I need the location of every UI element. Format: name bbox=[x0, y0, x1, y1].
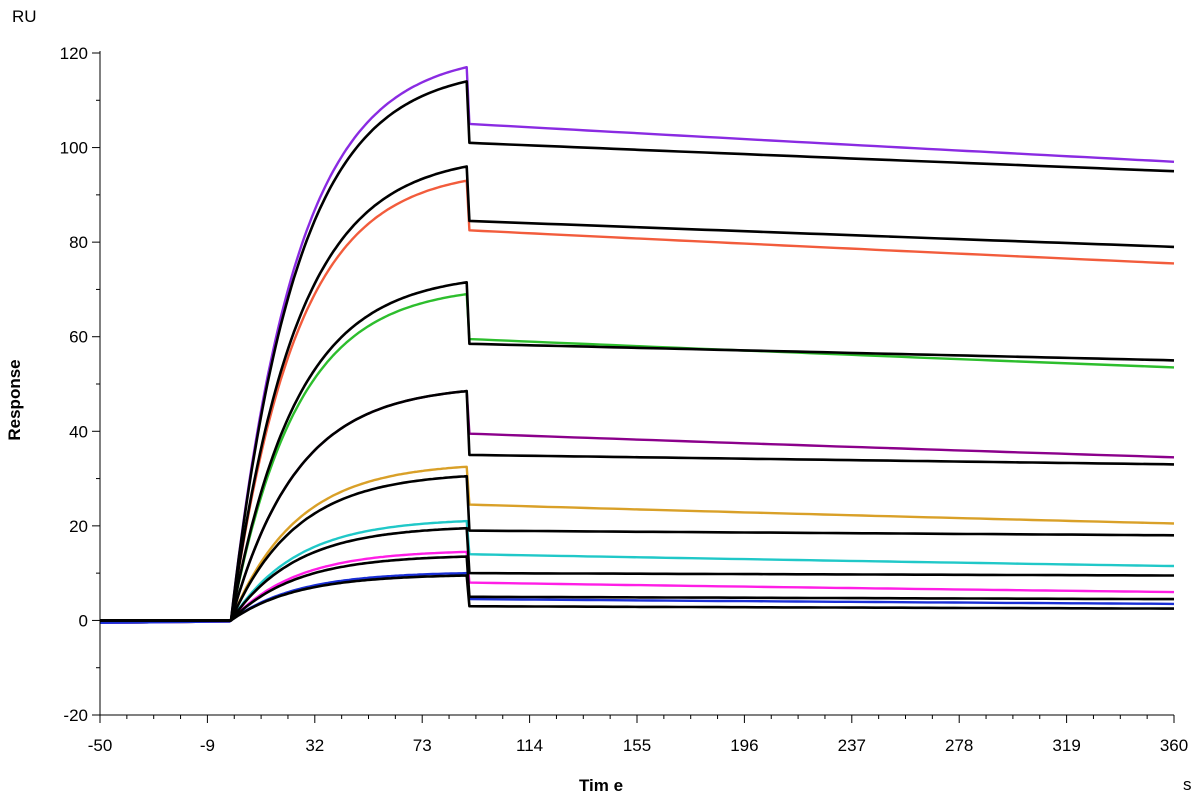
x-tick-label: 237 bbox=[838, 736, 866, 755]
y-unit-label: RU bbox=[12, 7, 37, 26]
y-tick-label: 80 bbox=[69, 233, 88, 252]
measured-curve bbox=[99, 66, 1175, 624]
x-tick-label: -9 bbox=[200, 736, 215, 755]
fit-curve bbox=[100, 526, 1174, 622]
x-tick-label: 360 bbox=[1160, 736, 1188, 755]
x-tick-label: 73 bbox=[413, 736, 432, 755]
measured-curve bbox=[99, 389, 1175, 624]
fit-curve bbox=[100, 281, 1175, 622]
y-tick-label: 100 bbox=[60, 139, 88, 158]
x-tick-label: -50 bbox=[88, 736, 113, 755]
measured-curve bbox=[99, 293, 1175, 624]
y-tick-label: 120 bbox=[60, 44, 88, 63]
fit-curve bbox=[100, 165, 1175, 622]
y-axis-title: Response bbox=[5, 359, 24, 440]
measured-curve bbox=[99, 519, 1175, 624]
x-tick-label: 278 bbox=[945, 736, 973, 755]
measured-curve bbox=[99, 179, 1175, 624]
fit-curve bbox=[100, 389, 1175, 622]
axes-layer: -20 0 20 40 60 80 100 120 -50 -9 32 73 114 155 196 237 2… bbox=[60, 44, 1189, 755]
fit-curve bbox=[100, 574, 1174, 622]
x-axis-title: Tim e bbox=[579, 776, 623, 795]
measured-curve bbox=[99, 571, 1175, 624]
x-tick-label: 319 bbox=[1052, 736, 1080, 755]
x-tick-label: 196 bbox=[730, 736, 758, 755]
x-tick-label: 155 bbox=[623, 736, 651, 755]
fit-curve bbox=[100, 80, 1175, 622]
fit-curve bbox=[100, 555, 1174, 622]
series-layer bbox=[99, 66, 1175, 624]
y-tick-label: 60 bbox=[69, 328, 88, 347]
y-tick-label: -20 bbox=[63, 706, 88, 725]
measured-curve bbox=[99, 465, 1175, 624]
fit-curve bbox=[100, 474, 1175, 622]
x-tick-label: 32 bbox=[305, 736, 324, 755]
y-tick-label: 0 bbox=[79, 611, 88, 630]
x-tick-label: 114 bbox=[516, 736, 543, 755]
y-tick-label: 20 bbox=[69, 517, 88, 536]
y-tick-label: 40 bbox=[69, 422, 88, 441]
measured-curve bbox=[99, 550, 1175, 624]
x-unit-label: s bbox=[1183, 775, 1192, 794]
